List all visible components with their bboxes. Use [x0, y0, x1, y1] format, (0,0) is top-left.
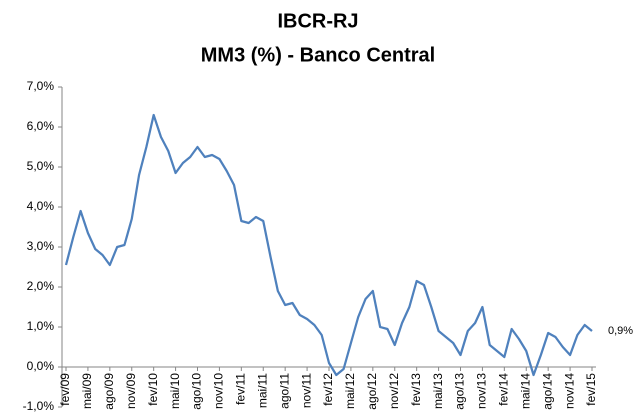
x-tick-label: fev/15: [584, 373, 598, 406]
x-tick-label: ago/12: [365, 373, 379, 410]
x-tick-label: mai/14: [518, 373, 532, 409]
line-series: [64, 113, 593, 377]
y-tick-label: 0,0%: [27, 359, 55, 373]
x-tick-label: nov/13: [475, 373, 489, 409]
y-tick-label: 3,0%: [27, 239, 55, 253]
x-tick-label: nov/12: [387, 373, 401, 409]
y-tick-label: 6,0%: [27, 119, 55, 133]
x-tick-label: nov/10: [212, 373, 226, 409]
y-tick-label: 1,0%: [27, 319, 55, 333]
x-tick-label: nov/14: [562, 373, 576, 409]
x-tick-label: ago/13: [453, 373, 467, 410]
y-tick-label: 4,0%: [27, 199, 55, 213]
x-tick-label: mai/09: [80, 373, 94, 409]
x-tick-label: ago/11: [277, 373, 291, 409]
x-tick-label: mai/10: [168, 373, 182, 409]
x-tick-label: nov/09: [124, 373, 138, 409]
x-tick-label: fev/12: [321, 373, 335, 406]
x-tick-label: fev/14: [497, 373, 511, 406]
x-tick-label: fev/11: [234, 373, 248, 405]
x-tick-label: mai/12: [343, 373, 357, 409]
x-tick-label: mai/11: [255, 373, 269, 408]
x-tick-label: ago/09: [102, 373, 116, 410]
data-label: 0,9%: [608, 325, 633, 337]
x-tick-label: ago/14: [540, 373, 554, 410]
x-tick-label: nov/11: [299, 373, 313, 408]
x-tick-label: mai/13: [431, 373, 445, 409]
x-tick-label: fev/09: [58, 373, 72, 406]
x-tick-label: ago/10: [190, 373, 204, 410]
y-tick-label: -1,0%: [23, 399, 55, 413]
chart-title: IBCR-RJ: [277, 10, 358, 32]
y-tick-label: 7,0%: [27, 79, 55, 93]
y-tick-label: 5,0%: [27, 159, 55, 173]
x-tick-label: fev/10: [146, 373, 160, 406]
y-tick-label: 2,0%: [27, 279, 55, 293]
chart-subtitle: MM3 (%) - Banco Central: [201, 44, 435, 66]
x-tick-label: fev/13: [409, 373, 423, 406]
